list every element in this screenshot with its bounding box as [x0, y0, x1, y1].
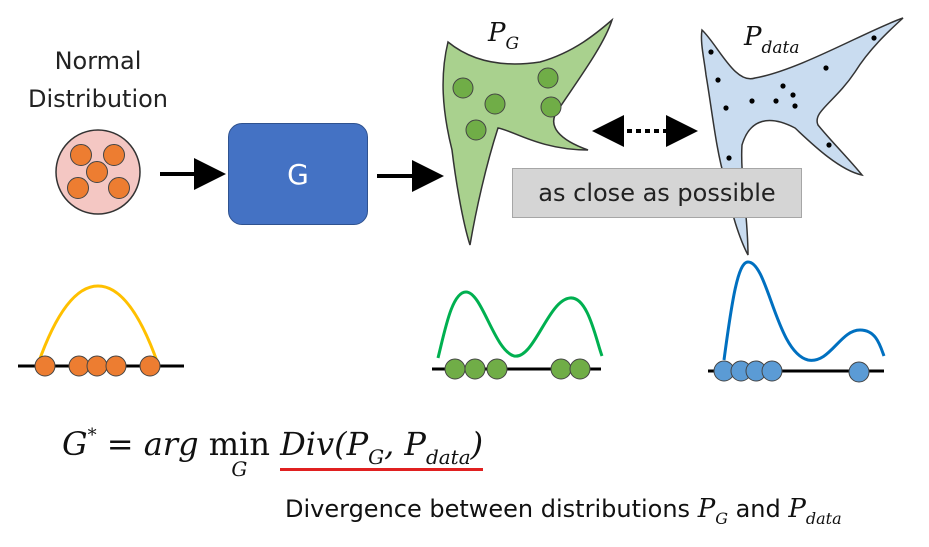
formula-min: min G — [208, 425, 270, 481]
black-point — [871, 35, 877, 41]
caption-p1-sub: G — [715, 509, 728, 528]
caption-p2: P — [788, 494, 806, 524]
pg-label-main: P — [488, 18, 506, 48]
divergence-caption: Divergence between distributions PG and … — [285, 494, 842, 528]
black-point — [715, 77, 721, 83]
orange-dot — [67, 177, 89, 199]
pg-label-sub: G — [505, 34, 520, 54]
generator-label: G — [287, 157, 309, 191]
orange-sample — [86, 355, 108, 377]
pdata-label-sub: data — [761, 38, 800, 58]
formula-star: * — [87, 425, 97, 446]
caption-p2-sub: data — [805, 509, 842, 528]
green-sample — [569, 358, 591, 380]
caption-p1: P — [697, 494, 716, 524]
pdata-label-main: P — [744, 22, 762, 52]
pg-distribution-shape — [442, 17, 614, 246]
normal-distribution-sample — [55, 129, 141, 215]
orange-sample — [68, 355, 90, 377]
black-point — [826, 142, 832, 148]
orange-dot — [86, 161, 108, 183]
caption-and: and — [727, 495, 789, 523]
formula-min-text: min — [208, 425, 270, 463]
orange-dot — [70, 144, 92, 166]
green-dot — [537, 67, 559, 89]
formula-lhs: G — [62, 425, 88, 463]
formula-arg: arg — [143, 425, 209, 463]
pdata-distribution-shape — [700, 17, 904, 256]
green-dot — [465, 119, 487, 141]
green-dot — [452, 77, 474, 99]
div-prefix: Div(P — [280, 425, 369, 463]
div-mid: , P — [384, 425, 426, 463]
objective-formula: G* = arg min G Div(PG, Pdata) — [62, 424, 484, 481]
black-point — [723, 105, 729, 111]
green-sample — [464, 358, 486, 380]
caption-text: Divergence between distributions — [285, 495, 698, 523]
green-dot — [540, 96, 562, 118]
green-sample — [486, 358, 508, 380]
blue-sample — [848, 361, 870, 383]
close-text: as close as possible — [538, 179, 776, 207]
black-point — [780, 83, 786, 89]
normal-label-line1: Normal — [54, 47, 142, 75]
pdata-1d-plot — [708, 260, 886, 383]
formula-min-sub: G — [231, 457, 248, 481]
normal-label-line2: Distribution — [27, 85, 168, 113]
orange-dot — [108, 177, 130, 199]
black-point — [773, 98, 779, 104]
orange-dot — [103, 144, 125, 166]
normal-1d-plot — [18, 284, 184, 377]
green-dot — [484, 93, 506, 115]
black-point — [790, 92, 796, 98]
pdata-label: Pdata — [744, 22, 799, 58]
green-sample — [550, 358, 572, 380]
div-sub2: data — [425, 445, 471, 469]
div-close: ) — [470, 425, 484, 463]
generator-box: G — [228, 123, 368, 225]
formula-eq: = — [96, 425, 144, 463]
pg-1d-plot — [432, 290, 604, 380]
as-close-as-possible-box: as close as possible — [512, 168, 802, 218]
black-point — [749, 98, 755, 104]
normal-distribution-label: Normal Distribution — [18, 42, 178, 118]
black-point — [708, 49, 714, 55]
pg-label: PG — [488, 18, 519, 54]
orange-sample — [34, 355, 56, 377]
black-point — [726, 155, 732, 161]
div-sub1: G — [368, 445, 385, 469]
divergence-term: Div(PG, Pdata) — [280, 424, 484, 471]
blue-sample — [761, 360, 783, 382]
orange-sample — [105, 355, 127, 377]
green-sample — [444, 358, 466, 380]
black-point — [823, 65, 829, 71]
orange-sample — [139, 355, 161, 377]
black-point — [792, 103, 798, 109]
